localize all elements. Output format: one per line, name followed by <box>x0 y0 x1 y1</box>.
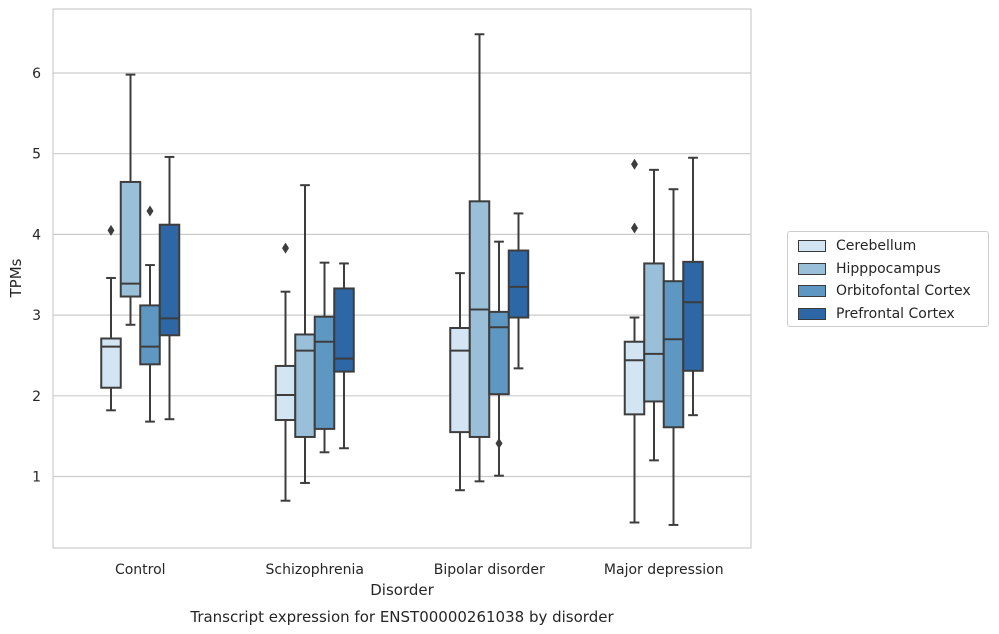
box-iqr <box>468 200 491 438</box>
box-prefrontal-cortex <box>333 262 355 450</box>
outlier-point <box>631 158 638 170</box>
y-tick-label: 2 <box>32 389 41 405</box>
box-iqr <box>682 260 704 372</box>
x-tick-label: Major depression <box>604 562 724 578</box>
box-iqr <box>119 180 142 298</box>
legend-label: Prefrontal Cortex <box>836 305 955 322</box>
legend-swatch <box>798 307 826 320</box>
y-tick-label: 3 <box>32 308 41 324</box>
box-orbitofontal-cortex <box>313 261 336 454</box>
box-iqr <box>313 315 336 430</box>
box-iqr <box>100 337 122 389</box>
y-tick-label: 4 <box>32 227 41 243</box>
legend-item: Prefrontal Cortex <box>798 304 955 324</box>
x-tick-label: Control <box>115 562 166 578</box>
box-series <box>100 33 704 526</box>
box-orbitofontal-cortex <box>488 240 510 477</box>
y-tick-label: 5 <box>32 147 41 163</box>
x-tick-label: Bipolar disorder <box>434 562 545 578</box>
outlier-point <box>146 205 154 217</box>
box-iqr <box>139 304 161 366</box>
box-iqr <box>488 310 510 396</box>
box-iqr <box>333 287 355 373</box>
x-tick-labels: Control Schizophrenia Bipolar disorder Majo… <box>115 562 724 578</box>
outlier-point <box>631 222 638 234</box>
legend-label: Orbitofontal Cortex <box>836 283 971 299</box>
legend-item: Hipppocampus <box>798 259 941 279</box>
box-prefrontal-cortex <box>682 156 704 417</box>
legend-label: Cerebellum <box>836 238 917 254</box>
outlier-point <box>495 437 503 449</box>
y-axis-label: TPMs <box>7 258 25 298</box>
box-orbitofontal-cortex <box>139 205 161 423</box>
box-iqr <box>449 327 471 434</box>
chart-caption: Transcript expression for ENST0000026103… <box>189 608 614 626</box>
x-tick-label: Schizophrenia <box>266 562 364 578</box>
legend-swatch <box>798 285 826 297</box>
y-tick-labels: 1 2 3 4 5 6 <box>32 66 41 486</box>
legend-item: Orbitofontal Cortex <box>798 281 971 301</box>
legend: Cerebellum Hipppocampus Orbitofontal Corte… <box>787 231 989 327</box>
box-prefrontal-cortex <box>507 212 530 370</box>
box-orbitofontal-cortex <box>662 188 685 526</box>
box-iqr <box>662 280 685 429</box>
outlier-point <box>282 242 289 254</box>
box-cerebellum <box>449 272 471 492</box>
x-axis-label: Disorder <box>370 581 434 599</box>
box-iqr <box>507 249 530 319</box>
legend-item: Cerebellum <box>798 236 916 256</box>
legend-label: Hipppocampus <box>836 260 941 277</box>
y-tick-label: 1 <box>32 470 41 486</box>
box-cerebellum <box>100 224 122 412</box>
outlier-point <box>107 224 115 236</box>
legend-swatch <box>798 240 826 252</box>
box-prefrontal-cortex <box>158 155 181 421</box>
box-iqr <box>274 364 297 422</box>
y-tick-label: 6 <box>32 66 41 82</box>
box-hipppocampus <box>119 73 142 326</box>
box-iqr <box>643 262 665 403</box>
box-iqr <box>623 340 646 416</box>
box-iqr <box>158 223 181 337</box>
plot-frame <box>52 8 752 549</box>
legend-swatch <box>798 262 826 275</box>
box-cerebellum <box>623 158 646 524</box>
